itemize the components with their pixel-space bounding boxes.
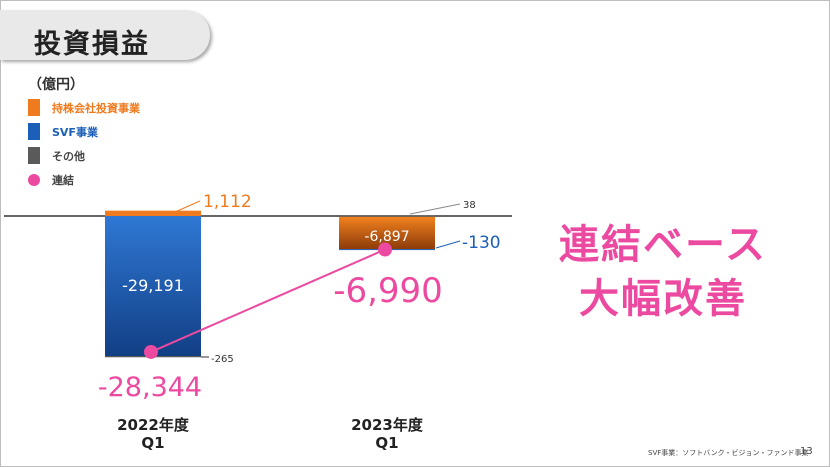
value-label-other-1: -265 — [211, 354, 234, 365]
bar-svf-1 — [105, 216, 201, 356]
slide-title: 投資損益 — [34, 29, 150, 60]
value-label-other-2: 38 — [463, 200, 476, 211]
consolidated-point-2 — [378, 242, 392, 257]
headline-line-2: 大幅改善 — [579, 276, 747, 322]
value-label-holding-2: -6,897 — [364, 229, 409, 245]
legend-label-consolidated: 連結 — [52, 174, 74, 187]
page-number: 13 — [800, 446, 813, 457]
legend-label-holding: 持株会社投資事業 — [52, 102, 140, 115]
category-label-1-line2: Q1 — [141, 434, 164, 452]
legend-swatch-svf — [28, 123, 40, 140]
category-label-1-line1: 2022年度 — [117, 416, 190, 434]
consolidated-label-1: -28,344 — [98, 372, 202, 403]
consolidated-point-1 — [144, 344, 158, 359]
leader-other-2 — [409, 203, 461, 215]
legend-label-svf: SVF事業 — [52, 126, 98, 139]
unit-label: （億円） — [28, 77, 84, 93]
leader-svf-2 — [435, 240, 461, 249]
consolidated-line — [150, 248, 386, 353]
headline-line-1: 連結ベース — [559, 222, 767, 268]
consolidated-label-2: -6,990 — [333, 271, 443, 311]
category-label-2-line1: 2023年度 — [351, 416, 424, 434]
legend-swatch-other — [28, 147, 40, 164]
category-label-2-line2: Q1 — [375, 434, 398, 452]
title-tab: 投資損益 — [0, 10, 210, 60]
bar-holding-1 — [105, 210, 201, 216]
value-label-svf-1: -29,191 — [122, 276, 184, 295]
leader-holding-1 — [174, 200, 201, 213]
legend-swatch-holding — [28, 99, 40, 116]
footnote: SVF事業：ソフトバンク・ビジョン・ファンド事業 — [648, 449, 809, 457]
value-label-svf-2: -130 — [462, 233, 501, 253]
headline: 連結ベース 大幅改善 — [548, 218, 778, 326]
legend-label-other: その他 — [52, 150, 85, 163]
legend-dot-consolidated — [28, 174, 40, 186]
value-label-holding-1: 1,112 — [203, 192, 252, 212]
bar-other-2 — [339, 215, 435, 217]
